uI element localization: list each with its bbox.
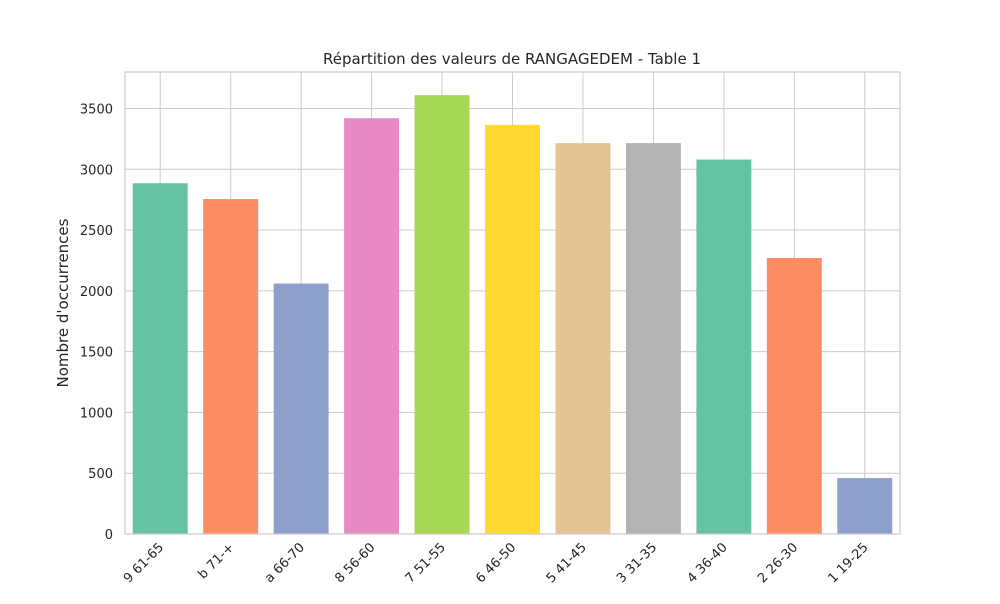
y-tick-label: 0 <box>105 528 113 543</box>
bar-6-46-50 <box>485 124 540 534</box>
y-tick-label: 1500 <box>80 346 113 361</box>
bar-b-71- <box>203 199 259 535</box>
y-tick-label: 2000 <box>80 285 113 300</box>
x-tick-label: a 66-70 <box>262 540 308 586</box>
y-tick-label: 3000 <box>80 163 113 178</box>
y-tick-label: 2500 <box>80 224 113 239</box>
y-tick-label: 1000 <box>80 406 113 421</box>
chart-title: Répartition des valeurs de RANGAGEDEM - … <box>323 50 701 68</box>
bar-8-56-60 <box>344 118 400 534</box>
y-axis-label: Nombre d'occurrences <box>54 218 72 387</box>
x-tick-label: b 71-+ <box>195 540 237 582</box>
bar-a-66-70 <box>273 283 329 534</box>
x-tick-label: 4 36-40 <box>685 540 731 586</box>
x-tick-labels: 9 61-65 b 71-+ a 66-70 8 56-60 7 51-55 6 46-5… <box>121 540 872 586</box>
x-tick-label: 7 51-55 <box>403 540 449 586</box>
x-tick-label: 6 46-50 <box>473 540 519 586</box>
x-tick-label: 1 19-25 <box>826 540 872 586</box>
bar-4-36-40 <box>696 159 752 534</box>
x-tick-label: 9 61-65 <box>121 540 167 586</box>
x-tick-label: 5 41-45 <box>544 540 590 586</box>
y-tick-labels: 0 500 1000 1500 2000 2500 3000 3500 <box>80 102 113 543</box>
x-tick-label: 8 56-60 <box>332 540 378 586</box>
bars <box>132 95 893 535</box>
bar-7-51-55 <box>414 95 470 534</box>
y-tick-label: 3500 <box>80 102 113 117</box>
bar-1-19-25 <box>837 478 893 534</box>
x-tick-label: 3 31-35 <box>614 540 660 586</box>
bar-3-31-35 <box>625 143 681 534</box>
bar-9-61-65 <box>132 183 188 534</box>
x-tick-label: 2 26-30 <box>755 540 801 586</box>
bar-5-41-45 <box>555 143 611 534</box>
y-tick-label: 500 <box>88 467 113 482</box>
bar-2-26-30 <box>766 258 822 534</box>
plot-frame <box>124 71 901 535</box>
